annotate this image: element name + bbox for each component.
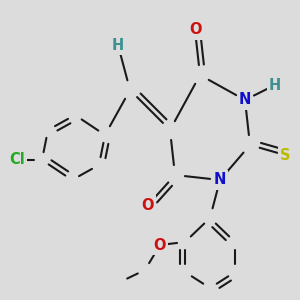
Text: H: H <box>269 77 281 92</box>
Text: N: N <box>214 172 226 188</box>
Text: O: O <box>154 238 166 253</box>
Text: H: H <box>112 38 124 52</box>
Text: Cl: Cl <box>9 152 25 167</box>
Text: S: S <box>280 148 290 163</box>
Text: O: O <box>189 22 201 38</box>
Text: N: N <box>239 92 251 107</box>
Text: O: O <box>142 197 154 212</box>
